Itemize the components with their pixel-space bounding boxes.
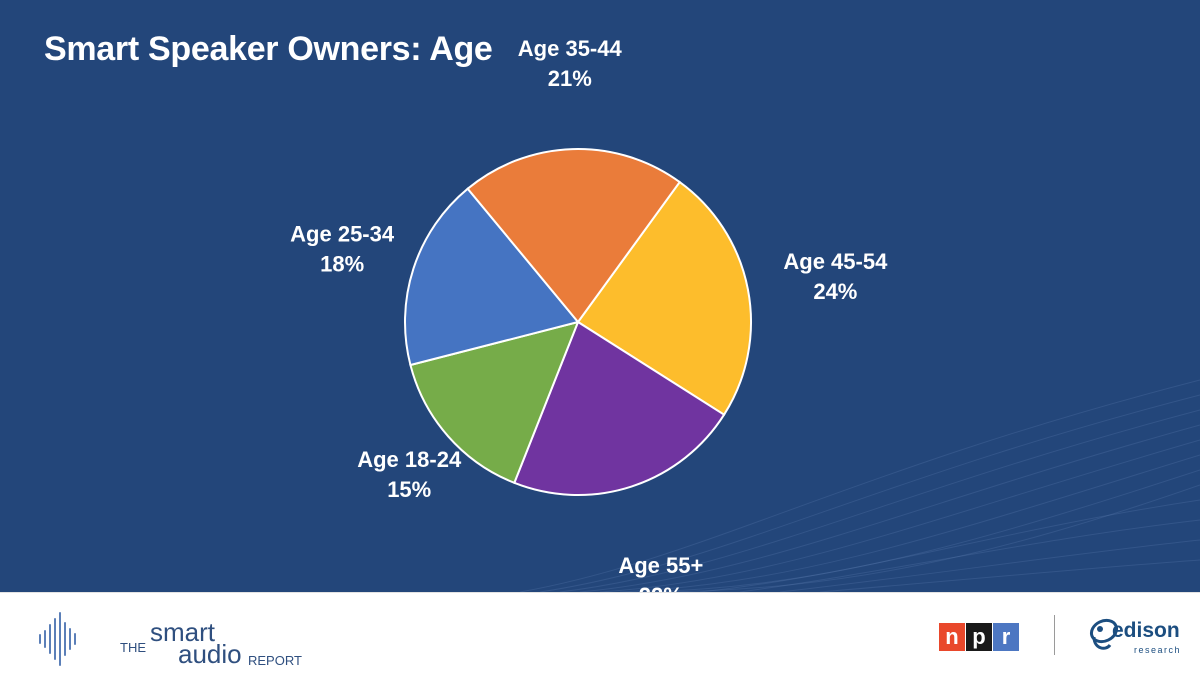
sound-wave-icon (39, 612, 76, 666)
brand-the: THE (120, 640, 146, 655)
pie-slice-age-45-54 (576, 180, 752, 417)
slice-label: Age 45-54 (783, 249, 888, 274)
pie-chart: Age 45-54 24% Age 55+ 22% Age 18-24 15% Age 25… (290, 36, 888, 592)
slice-label: Age 18-24 (357, 447, 462, 472)
background-waves (519, 379, 1200, 592)
edison-research-logo: edison research (1088, 611, 1182, 667)
edison-wordmark: edison (1112, 619, 1180, 642)
pie-slice-age-25-34 (404, 187, 580, 367)
edison-swirl-icon (1089, 618, 1119, 650)
slice-value-label: 21% (548, 66, 592, 91)
edison-subtitle: research (1134, 645, 1182, 655)
smart-audio-report-logo: THE smart audio REPORT (36, 611, 302, 669)
slice-label: Age 55+ (618, 553, 703, 578)
npr-letter-r: r (993, 623, 1019, 651)
brand-report: REPORT (248, 653, 302, 668)
slice-value-label: 18% (320, 251, 364, 276)
npr-letter-n: n (939, 623, 965, 651)
pie-slice-age-55- (513, 320, 726, 496)
logo-divider (1054, 615, 1055, 655)
slice-label: Age 25-34 (290, 221, 395, 246)
pie-slice-age-18-24 (409, 320, 580, 485)
slice-value-label: 24% (813, 279, 857, 304)
pie-slice-age-35-44 (466, 148, 682, 324)
slide-title: Smart Speaker Owners: Age (44, 30, 493, 68)
slice-value-label: 22% (639, 583, 683, 592)
brand-audio: audio (178, 639, 242, 669)
slide: Smart Speaker Owners: Age Age 45-54 24% Ag… (0, 0, 1200, 592)
slice-value-label: 15% (387, 477, 431, 502)
npr-logo: n p r (939, 623, 1020, 651)
slice-label: Age 35-44 (518, 36, 623, 61)
npr-letter-p: p (966, 623, 992, 651)
brand-smart: smart (150, 617, 215, 647)
footer: THE smart audio REPORT n p r edison rese… (0, 592, 1200, 682)
